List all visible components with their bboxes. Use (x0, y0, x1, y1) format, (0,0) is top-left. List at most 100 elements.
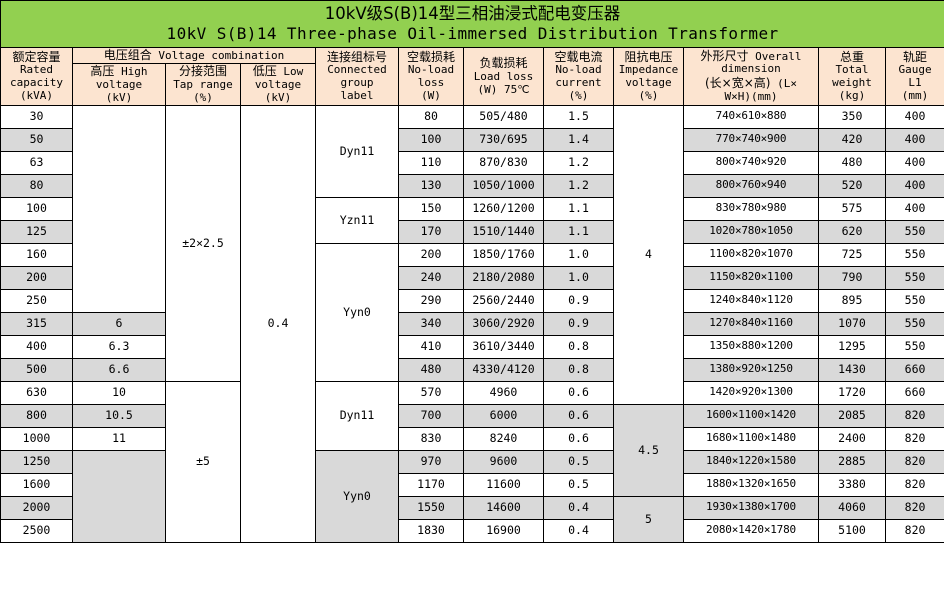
cell-gauge: 820 (884, 472, 944, 497)
cell-load-loss: 16900 (463, 518, 544, 543)
cell-no-load-current: 0.9 (543, 288, 614, 313)
cell-no-load-loss: 200 (398, 242, 464, 267)
cell-rated-capacity: 80 (0, 173, 73, 198)
cell-overall-dimension: 2080×1420×1780 (683, 518, 819, 543)
header-voltage-combination-en: Voltage combination (158, 49, 285, 62)
cell-gauge: 550 (884, 219, 944, 244)
cell-no-load-current: 1.2 (543, 173, 614, 198)
cell-no-load-current: 0.8 (543, 357, 614, 382)
cell-total-weight: 895 (818, 288, 886, 313)
cell-rated-capacity: 400 (0, 334, 73, 359)
table-row: 1000 11 830 8240 0.6 1680×1100×1480 2400 820 (0, 426, 944, 451)
header-rated-capacity: 额定容量 Rated capacity (kVA) (0, 47, 73, 106)
cell-no-load-loss: 970 (398, 449, 464, 474)
cell-impedance-voltage: 5 (613, 495, 684, 543)
header-tap-range-unit: (%) (193, 90, 213, 104)
cell-connected-group: Yyn0 (315, 449, 399, 543)
cell-rated-capacity: 630 (0, 380, 73, 405)
header-connected-group-en2: group (340, 76, 374, 90)
cell-gauge: 400 (884, 104, 944, 129)
cell-low-voltage: 0.4 (240, 104, 316, 543)
header-total-weight-en2: weight (832, 76, 872, 90)
header-rated-capacity-cn: 额定容量 (12, 49, 61, 64)
table-row: 1250 Yyn0 970 9600 0.5 1840×1220×1580 2885 820 (0, 449, 944, 543)
table-row: 2000 1550 14600 0.4 5 1930×1380×1700 4060 820 (0, 495, 944, 543)
cell-no-load-loss: 80 (398, 104, 464, 129)
header-gauge-cn: 轨距 (903, 49, 928, 64)
header-overall-dimension-en2: dimension (721, 62, 781, 76)
header-overall-dimension-en4: W×H) (724, 90, 752, 104)
cell-tap-range: ±5 (165, 380, 241, 543)
cell-no-load-current: 0.6 (543, 403, 614, 428)
table-row: 500 6.6 480 4330/4120 0.8 1380×920×1250 1430 66… (0, 357, 944, 382)
cell-total-weight: 520 (818, 173, 886, 198)
header-low-voltage-cn: 低压 (252, 63, 277, 78)
cell-total-weight: 725 (818, 242, 886, 267)
cell-load-loss: 2560/2440 (463, 288, 544, 313)
table-row: 800 10.5 700 6000 0.6 4.5 1600×1100×1420 2085 82… (0, 403, 944, 497)
cell-overall-dimension: 1350×880×1200 (683, 334, 819, 359)
cell-total-weight: 2400 (818, 426, 886, 451)
cell-total-weight: 480 (818, 150, 886, 175)
header-no-load-loss-cn: 空载损耗 (406, 49, 455, 64)
cell-high-voltage: 10 (72, 380, 166, 405)
cell-overall-dimension: 1100×820×1070 (683, 242, 819, 267)
cell-connected-group: Dyn11 (315, 380, 399, 451)
header-total-weight-cn: 总重 (839, 49, 864, 64)
cell-no-load-current: 1.4 (543, 127, 614, 152)
header-impedance-voltage-unit: (%) (638, 89, 659, 102)
cell-rated-capacity: 200 (0, 265, 73, 290)
cell-load-loss: 3060/2920 (463, 311, 544, 336)
table-row: 50 100 730/695 1.4 770×740×900 420 400 (0, 127, 944, 152)
cell-high-voltage: 11 (72, 426, 166, 451)
cell-gauge: 550 (884, 265, 944, 290)
cell-gauge: 820 (884, 518, 944, 543)
cell-impedance-voltage: 4 (613, 104, 684, 405)
table-row: 30 ±2×2.5 0.4 Dyn11 80 505/480 1.5 4 740×610×880… (0, 104, 944, 543)
cell-rated-capacity: 100 (0, 196, 73, 221)
cell-rated-capacity: 1250 (0, 449, 73, 474)
table-row: 100 Yzn11 150 1260/1200 1.1 830×780×980 575 400 (0, 196, 944, 244)
cell-gauge: 550 (884, 334, 944, 359)
cell-load-loss: 2180/2080 (463, 265, 544, 290)
cell-total-weight: 3380 (818, 472, 886, 497)
cell-load-loss: 6000 (463, 403, 544, 428)
cell-tap-range: ±2×2.5 (165, 104, 241, 382)
cell-total-weight: 1720 (818, 380, 886, 405)
cell-rated-capacity: 250 (0, 288, 73, 313)
header-row-top: 额定容量 Rated capacity (kVA) 电压组合 Voltage c… (0, 47, 944, 106)
cell-total-weight: 420 (818, 127, 886, 152)
cell-rated-capacity: 500 (0, 357, 73, 382)
header-impedance-voltage-en2: voltage (625, 76, 672, 90)
header-overall-dimension-en3: (L× (777, 77, 797, 91)
header-no-load-current-unit: (%) (568, 89, 589, 102)
cell-overall-dimension: 1880×1320×1650 (683, 472, 819, 497)
header-low-voltage-en: Low (283, 64, 304, 78)
header-no-load-current-en1: No-load (555, 63, 602, 77)
cell-total-weight: 2885 (818, 449, 886, 474)
header-high-voltage: 高压 High voltage (kV) (72, 62, 166, 106)
cell-total-weight: 2085 (818, 403, 886, 428)
cell-gauge: 400 (884, 127, 944, 152)
header-high-voltage-unit: (kV) (105, 90, 133, 104)
cell-no-load-current: 1.2 (543, 150, 614, 175)
cell-no-load-loss: 130 (398, 173, 464, 198)
cell-load-loss: 4960 (463, 380, 544, 405)
cell-load-loss: 1510/1440 (463, 219, 544, 244)
table-row: 630 10 ±5 Dyn11 570 4960 0.6 1420×920×1300 1720 6… (0, 380, 944, 543)
header-gauge-unit: (mm) (901, 89, 929, 102)
cell-total-weight: 620 (818, 219, 886, 244)
cell-overall-dimension: 740×610×880 (683, 104, 819, 129)
cell-no-load-loss: 480 (398, 357, 464, 382)
cell-no-load-loss: 100 (398, 127, 464, 152)
cell-gauge: 550 (884, 288, 944, 313)
header-no-load-loss-unit: (W) (421, 89, 441, 102)
cell-load-loss: 505/480 (463, 104, 544, 129)
header-load-loss-en1: Load loss (473, 69, 534, 83)
cell-no-load-current: 0.5 (543, 449, 614, 474)
header-row-sub: 高压 High voltage (kV) 分接范围 Tap range (%) … (1, 62, 944, 106)
header-rated-capacity-en2: capacity (10, 76, 63, 90)
cell-overall-dimension: 1680×1100×1480 (683, 426, 819, 451)
cell-rated-capacity: 2500 (0, 518, 73, 543)
cell-gauge: 660 (884, 380, 944, 405)
